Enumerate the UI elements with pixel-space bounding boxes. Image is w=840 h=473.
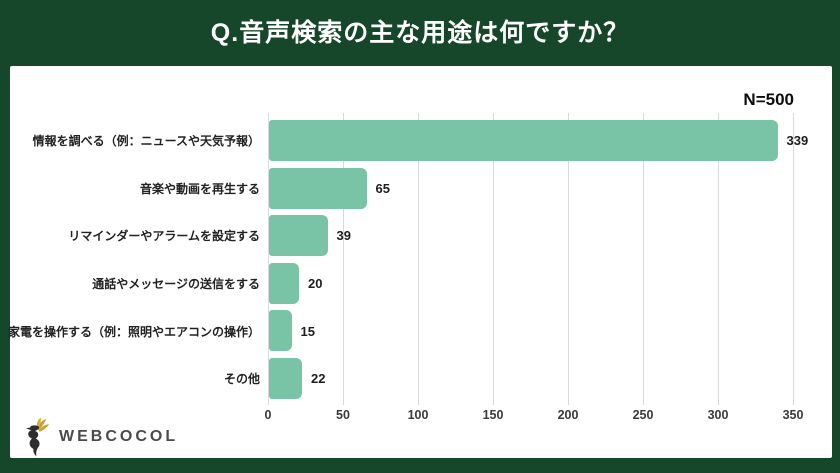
bar-value-label: 15 — [300, 323, 315, 339]
category-label: リマインダーやアラームを設定する — [68, 229, 260, 244]
x-tick-label: 200 — [557, 407, 579, 422]
chart-plot: N=500 0 50 100 150 200 250 300 350 情報を調べる（例：ニュース… — [7, 66, 832, 458]
gridline — [643, 113, 644, 405]
gridline — [793, 113, 794, 405]
category-label: 情報を調べる（例：ニュースや天気予報） — [32, 134, 260, 149]
gridline — [568, 113, 569, 405]
x-tick-label: 150 — [482, 407, 504, 422]
category-label: その他 — [223, 372, 260, 387]
gridline — [268, 113, 269, 405]
bar — [269, 358, 302, 399]
bar-value-label: 39 — [336, 228, 351, 244]
bar — [269, 310, 292, 352]
bar — [269, 215, 328, 257]
bar — [269, 120, 778, 161]
page-title: Q.音声検索の主な用途は何ですか？ — [210, 19, 630, 47]
gridline — [343, 113, 344, 405]
x-tick-label: 0 — [264, 407, 272, 422]
category-label: 音楽や動画を再生する — [139, 181, 260, 196]
bar-value-label: 22 — [311, 371, 326, 387]
sample-size-label: N=500 — [743, 90, 794, 109]
rooster-logo-icon — [26, 417, 50, 457]
category-label: 通話やメッセージの送信をする — [92, 277, 260, 292]
x-tick-label: 250 — [632, 407, 654, 422]
gridline — [418, 113, 419, 405]
x-tick-label: 50 — [336, 407, 350, 422]
bar-value-label: 20 — [308, 276, 323, 292]
bar — [269, 167, 367, 209]
brand-logo: WEBCOCOL — [23, 417, 178, 457]
bar — [269, 262, 299, 304]
brand-name: WEBCOCOL — [59, 428, 179, 445]
x-tick-label: 350 — [782, 407, 804, 422]
x-tick-label: 100 — [407, 407, 429, 422]
chart-panel: N=500 0 50 100 150 200 250 300 350 情報を調べる（例：ニュース… — [7, 66, 832, 458]
gridline — [718, 113, 719, 405]
title-banner: Q.音声検索の主な用途は何ですか？ — [0, 0, 840, 66]
gridline — [493, 113, 494, 405]
x-tick-label: 300 — [707, 407, 729, 422]
bar-value-label: 339 — [786, 133, 809, 149]
category-label: 家電を操作する（例：照明やエアコンの操作） — [7, 324, 260, 339]
bar-value-label: 65 — [375, 180, 390, 196]
